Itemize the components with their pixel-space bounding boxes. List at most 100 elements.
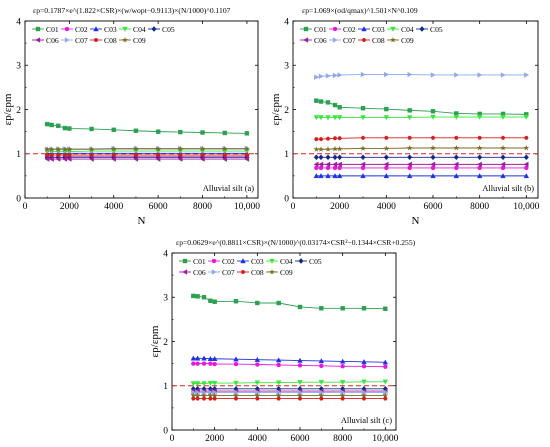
data-point-C04 [318, 380, 325, 386]
legend-marker-C08 [93, 38, 99, 42]
legend-label-C01: C01 [193, 257, 206, 266]
data-point-C02 [276, 362, 281, 368]
y-axis-label: εp/εpm [149, 325, 161, 357]
data-point-C09 [88, 145, 95, 153]
data-point-C05 [318, 154, 324, 161]
data-point-C06 [360, 161, 366, 168]
legend-label-C02: C02 [222, 257, 235, 266]
data-point-C02 [430, 165, 436, 171]
data-point-C04 [254, 380, 261, 386]
data-point-C06 [383, 161, 389, 168]
y-tick-label: 4 [284, 17, 289, 27]
series-C09 [190, 392, 389, 399]
data-point-C03 [190, 355, 197, 361]
data-point-C03 [383, 173, 390, 179]
panel-label: Alluvial silt (c) [341, 416, 392, 425]
data-point-C08 [360, 135, 366, 140]
data-point-C01 [208, 298, 213, 303]
x-tick-label: 2000 [205, 434, 224, 444]
x-tick-label: 0 [170, 434, 175, 444]
data-point-C01 [133, 128, 139, 133]
series-C05 [190, 385, 388, 392]
data-point-C01 [360, 105, 366, 111]
data-point-C05 [332, 154, 338, 161]
data-point-C08 [67, 153, 72, 158]
x-tick-label: 6000 [424, 202, 443, 212]
data-point-C01 [430, 109, 436, 114]
legend-marker-C07 [211, 269, 217, 275]
data-point-C01 [178, 129, 183, 135]
legend-label-C02: C02 [343, 25, 356, 34]
data-point-C05 [407, 154, 413, 161]
data-point-C03 [194, 355, 201, 361]
data-point-C05 [453, 154, 459, 161]
y-tick-label: 3 [163, 294, 168, 304]
data-point-C04 [207, 380, 214, 386]
y-tick-label: 2 [16, 106, 21, 116]
data-point-C09 [382, 392, 389, 399]
data-point-C09 [232, 392, 240, 399]
data-point-C01 [332, 102, 338, 108]
data-point-C06 [66, 156, 72, 162]
series-C02 [314, 165, 529, 171]
legend-label-C04: C04 [280, 257, 293, 266]
data-point-C04 [233, 380, 239, 386]
data-point-C07 [332, 72, 338, 79]
series-line-C03 [193, 357, 386, 363]
data-point-C08 [244, 153, 250, 158]
data-point-C05 [383, 154, 389, 161]
y-tick-label: 4 [16, 17, 21, 27]
data-point-C04 [382, 379, 389, 385]
legend-label-C09: C09 [280, 268, 293, 277]
data-point-C07 [524, 72, 530, 78]
data-point-C09 [132, 145, 140, 152]
data-point-C01 [191, 293, 196, 299]
data-point-C01 [195, 294, 200, 299]
data-point-C02 [208, 361, 213, 366]
data-point-C03 [318, 358, 325, 364]
x-tick-label: 0 [291, 202, 296, 212]
series-C01 [191, 293, 388, 311]
x-tick-label: 4000 [377, 202, 396, 212]
series-C08 [191, 396, 388, 401]
y-tick-label: 3 [16, 62, 21, 72]
legend-marker-C07 [332, 37, 338, 43]
data-point-C08 [314, 137, 319, 142]
data-point-C02 [340, 364, 345, 369]
data-point-C01 [56, 123, 61, 129]
data-point-C01 [361, 306, 367, 311]
series-C07 [314, 71, 530, 80]
y-tick-label: 0 [284, 194, 289, 204]
data-point-C09 [177, 145, 184, 152]
data-point-C01 [318, 99, 324, 104]
data-point-C03 [254, 356, 261, 362]
data-point-C08 [44, 153, 50, 158]
series-C03 [190, 355, 389, 365]
data-point-C02 [314, 165, 319, 171]
data-point-C06 [155, 156, 161, 162]
data-point-C04 [313, 115, 320, 121]
data-point-C08 [49, 153, 54, 158]
data-point-C01 [233, 299, 239, 304]
series-C02 [191, 361, 388, 369]
data-point-C09 [66, 145, 73, 153]
chart-panel-b: 0 2000 4000 6000 8000 10,000 0 1 2 3 4 Nεp/εpm εp=1.… [270, 6, 540, 227]
legend-label-C04: C04 [401, 25, 414, 34]
data-point-C08 [56, 153, 61, 158]
legend-label-C01: C01 [314, 25, 327, 34]
legend-label-C05: C05 [309, 257, 322, 266]
legend-label-C06: C06 [46, 36, 59, 45]
data-point-C01 [222, 130, 227, 136]
data-point-C01 [297, 304, 303, 310]
legend-marker-C09 [389, 36, 397, 43]
series-C04 [190, 379, 389, 387]
data-point-C05 [477, 154, 483, 161]
series-C08 [314, 135, 529, 142]
data-point-C06 [500, 161, 506, 168]
data-point-C05 [360, 154, 366, 161]
data-point-C02 [337, 165, 342, 171]
data-point-C09 [336, 145, 343, 152]
data-point-C03 [339, 358, 346, 364]
legend-marker-C05 [419, 26, 425, 32]
y-tick-label: 1 [163, 382, 168, 392]
